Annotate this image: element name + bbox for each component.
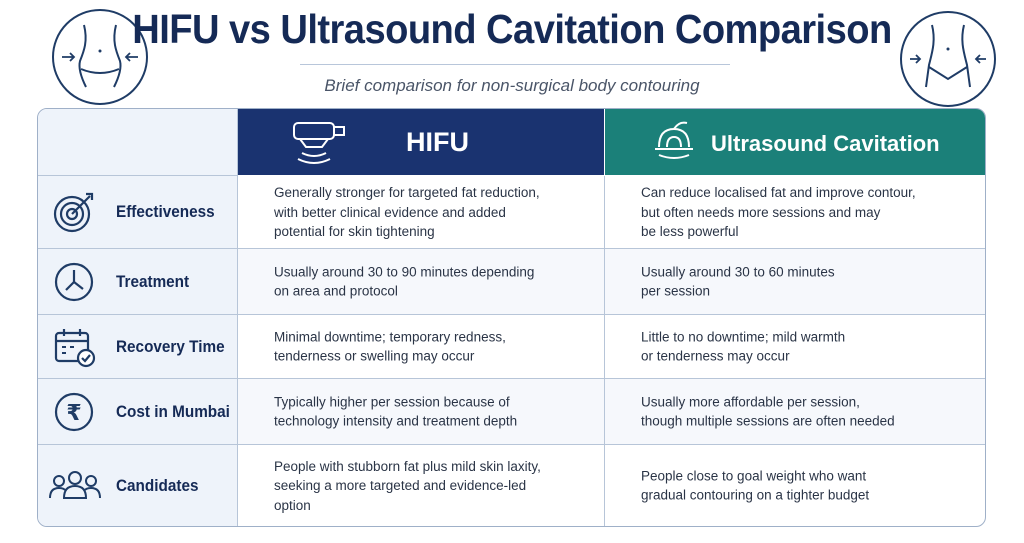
target-icon [53,192,94,233]
svg-text:₹: ₹ [66,401,81,426]
cavitation-text: Little to no downtime; mild warmth or te… [641,329,846,364]
hifu-cell: People with stubborn fat plus mild skin … [238,445,605,526]
people-group-icon [49,470,101,499]
row-label: Candidates [116,475,199,495]
row-label-cell: Treatment [38,249,238,314]
hifu-text: Typically higher per session because of … [274,394,518,429]
header-empty-cell [38,109,238,176]
row-label: Treatment [116,271,190,291]
row-label-cell: Effectiveness [38,176,238,248]
calendar-check-icon [54,328,96,367]
table-row-treatment: Treatment Usually around 30 to 90 minute… [38,249,985,315]
column-label-cavitation: Ultrasound Cavitation [711,131,940,156]
row-label: Effectiveness [116,202,215,221]
comparison-table: HIFU Ultrasound Cavitation Effectiveness… [37,108,986,527]
table-row-recovery-time: Recovery Time Minimal downtime; temporar… [38,315,985,379]
column-header-cavitation: Ultrasound Cavitation [605,109,985,175]
hifu-cell: Generally stronger for targeted fat redu… [238,176,605,248]
column-label-hifu: HIFU [406,127,469,157]
table-row-cost: ₹ Cost in Mumbai Typically higher per se… [38,379,985,445]
cavitation-cell: Usually more affordable per session, tho… [605,379,985,444]
cavitation-text: Can reduce localised fat and improve con… [641,184,916,239]
waist-contour-icon [900,11,996,107]
row-label-cell: ₹ Cost in Mumbai [38,379,238,444]
cavitation-text: Usually around 30 to 60 minutes per sess… [641,264,835,299]
rupee-icon: ₹ [54,392,94,431]
table-row-candidates: Candidates People with stubborn fat plus… [38,445,985,526]
title-divider [300,64,730,65]
row-label-cell: Recovery Time [38,315,238,378]
cavitation-cell: Can reduce localised fat and improve con… [605,176,985,248]
hifu-text: Generally stronger for targeted fat redu… [274,184,540,239]
cavitation-cell: People close to goal weight who want gra… [605,445,985,526]
hifu-text: Minimal downtime; temporary redness, ten… [274,329,506,364]
cavitation-text: Usually more affordable per session, tho… [641,394,895,429]
hifu-cell: Typically higher per session because of … [238,379,605,444]
clock-icon [54,262,94,301]
waist-slimming-icon [52,9,148,105]
hifu-probe-icon [293,122,345,164]
hifu-cell: Minimal downtime; temporary redness, ten… [238,315,605,378]
column-header-hifu: HIFU [238,109,604,175]
cavitation-cell: Little to no downtime; mild warmth or te… [605,315,985,378]
page-subtitle: Brief comparison for non-surgical body c… [324,76,700,95]
hifu-text: People with stubborn fat plus mild skin … [274,458,541,513]
table-row-effectiveness: Effectiveness Generally stronger for tar… [38,176,985,249]
hifu-text: Usually around 30 to 90 minutes dependin… [274,264,535,299]
row-label-cell: Candidates [38,445,238,526]
hifu-cell: Usually around 30 to 90 minutes dependin… [238,249,605,314]
cavitation-cell: Usually around 30 to 60 minutes per sess… [605,249,985,314]
page-title: HIFU vs Ultrasound Cavitation Comparison [132,6,892,52]
row-label: Cost in Mumbai [116,401,230,421]
row-label: Recovery Time [116,336,225,356]
cavitation-text: People close to goal weight who want gra… [641,468,870,503]
cavitation-device-icon [655,121,693,159]
